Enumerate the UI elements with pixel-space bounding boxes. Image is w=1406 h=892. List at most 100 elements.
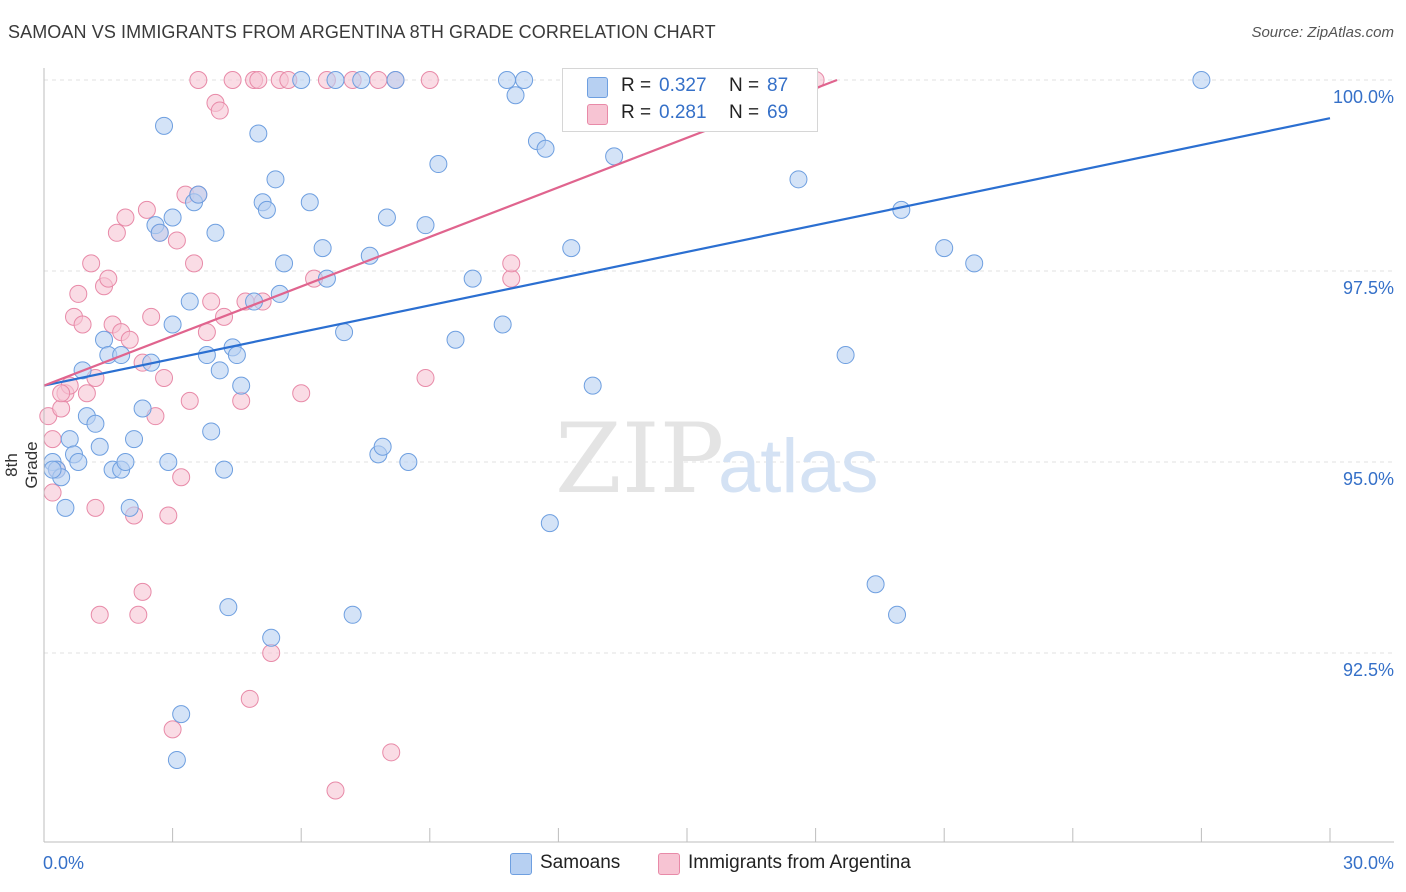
argentina-point bbox=[292, 384, 311, 403]
samoans-point bbox=[69, 453, 88, 471]
samoans-point bbox=[352, 71, 371, 89]
argentina-point bbox=[189, 71, 208, 89]
samoans-point bbox=[536, 139, 555, 158]
samoans-point bbox=[266, 170, 285, 189]
argentina-point bbox=[382, 743, 401, 762]
samoans-point bbox=[416, 216, 435, 235]
legend-n-label: N = bbox=[729, 102, 760, 123]
samoans-point bbox=[249, 124, 268, 143]
samoans-point bbox=[429, 155, 448, 174]
watermark-atlas: atlas bbox=[718, 424, 879, 509]
samoans-point bbox=[446, 330, 465, 349]
y-tick-label: 92.5% bbox=[1342, 660, 1394, 680]
argentina-point bbox=[137, 200, 156, 219]
argentina-point bbox=[223, 71, 242, 89]
watermark-zip: ZIP bbox=[555, 403, 724, 515]
series-argentina-points bbox=[39, 71, 825, 800]
samoans-point bbox=[377, 208, 396, 227]
x-tick-label: 0.0% bbox=[43, 853, 85, 873]
samoans-point bbox=[163, 315, 182, 334]
legend-r-value: 0.281 bbox=[659, 102, 707, 123]
argentina-point bbox=[133, 582, 152, 601]
samoans-point bbox=[836, 346, 855, 365]
argentina-point bbox=[262, 644, 281, 662]
samoans-point bbox=[215, 460, 234, 479]
argentina-point bbox=[416, 368, 435, 387]
argentina-point bbox=[69, 284, 88, 303]
samoans-point bbox=[189, 185, 208, 204]
argentina-point bbox=[159, 506, 178, 525]
samoans-point bbox=[335, 323, 354, 342]
argentina-point bbox=[82, 254, 101, 273]
samoans-point bbox=[202, 422, 221, 441]
samoans-point bbox=[506, 86, 525, 105]
argentina-point bbox=[73, 315, 92, 334]
samoans-point bbox=[180, 292, 199, 311]
samoans-point bbox=[497, 71, 516, 89]
argentina-point bbox=[420, 71, 439, 89]
samoans-point bbox=[90, 437, 109, 456]
argentina-point bbox=[107, 223, 126, 242]
legend-swatch-pink bbox=[658, 853, 680, 875]
samoans-point bbox=[197, 346, 216, 365]
samoans-point bbox=[43, 460, 62, 479]
samoans-point bbox=[562, 239, 581, 258]
samoans-point bbox=[583, 376, 602, 395]
y-tick-label: 97.5% bbox=[1342, 278, 1394, 298]
samoans-point bbox=[172, 705, 191, 724]
argentina-point bbox=[129, 605, 148, 624]
argentina-point bbox=[232, 391, 251, 410]
x-tick-label: 30.0% bbox=[1342, 853, 1394, 873]
samoans-point bbox=[257, 200, 276, 219]
legend-n-value: 87 bbox=[767, 75, 789, 96]
argentina-point bbox=[155, 368, 174, 387]
source-label: Source: ZipAtlas.com bbox=[1251, 24, 1394, 41]
legend-r-value: 0.327 bbox=[659, 75, 707, 96]
legend-r-label: R = bbox=[621, 75, 652, 96]
samoans-point bbox=[540, 514, 559, 533]
samoans-point bbox=[292, 71, 311, 89]
axes bbox=[43, 68, 1394, 843]
y-tick-label: 100.0% bbox=[1332, 87, 1394, 107]
argentina-point bbox=[167, 231, 186, 250]
samoans-point bbox=[789, 170, 808, 189]
legend-n-value: 69 bbox=[767, 102, 789, 123]
argentina-point bbox=[502, 269, 521, 288]
argentina-point bbox=[163, 720, 182, 739]
samoans-point bbox=[262, 628, 281, 647]
samoans-point bbox=[95, 330, 114, 349]
samoans-point bbox=[86, 414, 105, 433]
samoans-point bbox=[206, 223, 225, 242]
grid-lines bbox=[44, 79, 1394, 654]
argentina-point bbox=[90, 605, 109, 624]
argentina-point bbox=[326, 781, 345, 800]
series-samoans-points bbox=[43, 71, 1211, 769]
samoans-point bbox=[892, 200, 911, 219]
argentina-point bbox=[202, 292, 221, 311]
samoans-point bbox=[163, 208, 182, 227]
legend-swatch-pink bbox=[587, 104, 608, 125]
samoans-point bbox=[219, 598, 238, 617]
samoans-point bbox=[155, 116, 174, 135]
samoans-point bbox=[313, 239, 332, 258]
argentina-point bbox=[86, 498, 105, 517]
samoans-point bbox=[399, 453, 418, 471]
legend-label: Samoans bbox=[540, 852, 621, 873]
legend-label: Immigrants from Argentina bbox=[688, 852, 911, 873]
chart-title: SAMOAN VS IMMIGRANTS FROM ARGENTINA 8TH … bbox=[8, 22, 716, 42]
samoans-point bbox=[515, 71, 534, 89]
samoans-point bbox=[210, 361, 229, 380]
samoans-point bbox=[866, 575, 885, 594]
argentina-point bbox=[116, 208, 135, 227]
argentina-point bbox=[502, 254, 521, 273]
argentina-point bbox=[180, 391, 199, 410]
samoans-point bbox=[605, 147, 624, 166]
argentina-point bbox=[172, 468, 191, 487]
samoans-point bbox=[227, 346, 246, 365]
samoans-point bbox=[935, 239, 954, 258]
samoans-trend-line bbox=[43, 117, 1331, 387]
samoans-point bbox=[326, 71, 345, 89]
samoans-point bbox=[965, 254, 984, 273]
samoans-point bbox=[167, 750, 186, 769]
